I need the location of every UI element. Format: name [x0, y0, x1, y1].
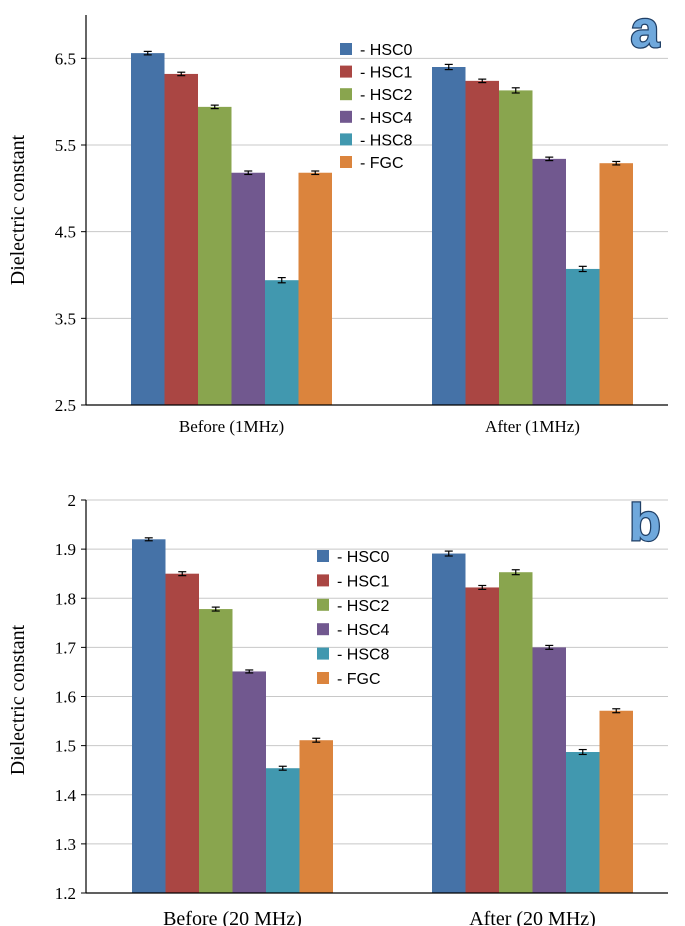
legend-label: - HSC2 [337, 598, 390, 615]
bar-hsc2 [499, 572, 533, 893]
legend: - HSC0 - HSC1 - HSC2 - HSC4 - HSC8 - FGC [340, 42, 413, 172]
bar-hsc8 [265, 280, 299, 405]
legend-swatch-hsc2 [317, 598, 329, 611]
legend-label: - FGC [337, 671, 381, 688]
bar-hsc1 [465, 587, 499, 893]
legend-label: - HSC0 [360, 42, 413, 59]
chart-panel-b: 1.2 1.3 1.4 1.5 1.6 1.7 1.8 1.9 2 Before (20 MHz)… [7, 491, 668, 926]
bar-hsc2 [499, 90, 533, 406]
y-tick-label: 1.8 [55, 589, 76, 608]
legend: - HSC0 - HSC1 - HSC2 - HSC4 - HSC8 - FGC [317, 549, 390, 688]
legend-swatch-hsc4 [340, 110, 352, 123]
bar-fgc [599, 710, 633, 893]
bar-hsc4 [532, 647, 566, 893]
bar-hsc2 [198, 106, 232, 405]
legend-swatch-fgc [317, 672, 329, 684]
chart-panel-a: 2.5 3.5 4.5 5.5 6.5 Before (1MHz) After (1MHz)… [7, 0, 668, 436]
legend-swatch-hsc0 [317, 550, 329, 562]
legend-label: - HSC1 [360, 65, 413, 82]
bar-hsc1 [465, 80, 499, 405]
x-category-label: After (1MHz) [485, 417, 580, 436]
y-tick-label: 1.6 [55, 688, 76, 707]
y-axis-label: Dielectric constant [7, 624, 29, 775]
y-tick-label: 4.5 [55, 223, 76, 242]
legend-swatch-hsc8 [340, 133, 352, 146]
bar-hsc0 [131, 53, 165, 406]
bar-hsc0 [432, 553, 466, 893]
legend-label: - HSC8 [360, 132, 413, 149]
y-tick-label: 2 [68, 491, 77, 510]
bar-hsc1 [164, 73, 198, 405]
bar-hsc8 [566, 268, 600, 405]
bar-hsc2 [199, 609, 233, 893]
legend-label: - HSC0 [337, 549, 390, 566]
y-tick-label: 5.5 [55, 136, 76, 155]
legend-swatch-hsc8 [317, 647, 329, 660]
bar-hsc0 [432, 67, 466, 405]
y-tick-label: 6.5 [55, 49, 76, 68]
legend-swatch-hsc2 [340, 88, 352, 101]
y-tick-label: 1.3 [55, 835, 76, 854]
bar-fgc [298, 172, 332, 405]
y-tick-label: 2.5 [55, 396, 76, 415]
y-tick-label: 1.2 [55, 884, 76, 903]
y-tick-label: 1.4 [55, 786, 77, 805]
legend-label: - HSC4 [337, 622, 390, 639]
x-category-label: After (20 MHz) [469, 908, 596, 926]
legend-label: - HSC4 [360, 110, 413, 127]
legend-swatch-hsc1 [317, 574, 329, 587]
bar-hsc1 [165, 573, 199, 893]
legend-label: - FGC [360, 155, 404, 172]
x-category-label: Before (20 MHz) [163, 908, 302, 926]
panel-letter: a [631, 1, 661, 59]
legend-label: - HSC1 [337, 573, 390, 590]
y-tick-label: 1.7 [55, 638, 77, 657]
x-category-label: Before (1MHz) [179, 417, 284, 436]
legend-label: - HSC8 [337, 647, 390, 664]
bar-hsc4 [532, 158, 566, 405]
bar-hsc4 [232, 671, 266, 893]
y-tick-label: 1.9 [55, 540, 76, 559]
panel-letter: b [629, 494, 661, 552]
y-tick-label: 3.5 [55, 309, 76, 328]
legend-swatch-hsc0 [340, 43, 352, 55]
legend-swatch-hsc4 [317, 623, 329, 636]
bar-fgc [299, 740, 333, 893]
bar-hsc8 [266, 768, 300, 893]
bar-hsc8 [566, 752, 600, 893]
bar-fgc [599, 163, 633, 405]
y-tick-label: 1.5 [55, 737, 76, 756]
bar-hsc0 [132, 539, 166, 893]
y-axis-label: Dielectric constant [7, 134, 29, 285]
bar-hsc4 [231, 172, 265, 405]
legend-swatch-hsc1 [340, 65, 352, 78]
legend-swatch-fgc [340, 156, 352, 168]
legend-label: - HSC2 [360, 87, 413, 104]
